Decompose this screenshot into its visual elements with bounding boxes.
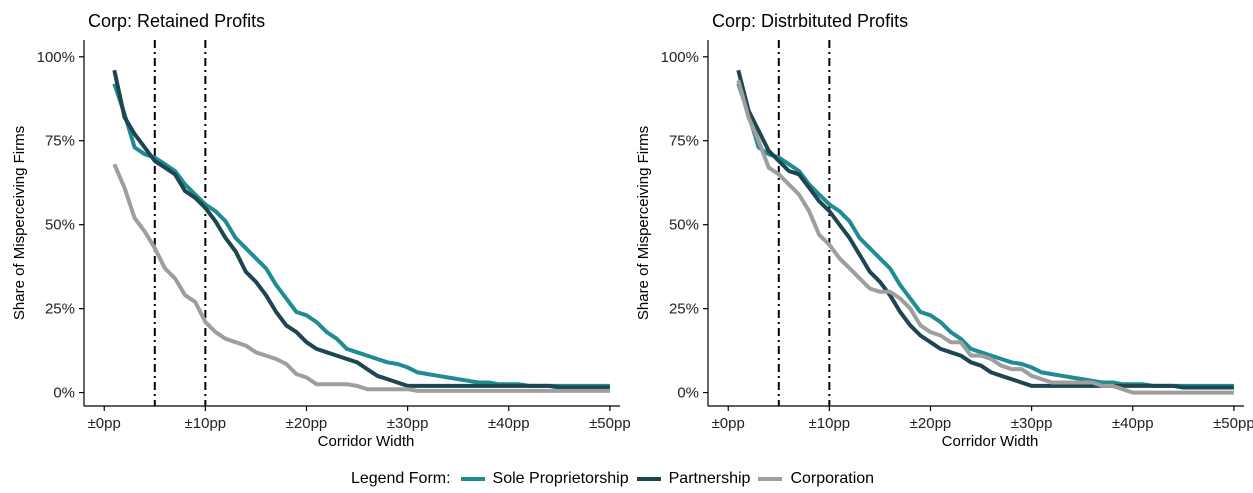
x-tick-label: ±10pp — [185, 415, 227, 432]
y-tick-label: 100% — [37, 49, 75, 66]
legend-title: Legend Form: — [350, 470, 451, 487]
chart-title: Corp: Distrbituted Profits — [712, 11, 908, 31]
chart-canvas: Corp: Retained Profits 0% 25% 50% 75% 100% ±0p… — [11, 11, 1253, 450]
x-tick-label: ±40pp — [1112, 415, 1154, 432]
x-tick-label: ±10pp — [809, 415, 851, 432]
series-line-partnership — [112, 69, 610, 390]
series-line-partnership — [736, 69, 1234, 390]
series-line-sole-proprietorship — [736, 83, 1234, 388]
y-axis-label: Share of Misperceiving Firms — [635, 126, 652, 320]
x-tick-label: ±20pp — [910, 415, 952, 432]
series-line-sole-proprietorship — [112, 83, 610, 388]
x-tick-label: ±30pp — [387, 415, 429, 432]
y-tick-label: 25% — [669, 301, 699, 318]
x-tick-label: ±50pp — [589, 415, 631, 432]
y-tick-label: 75% — [45, 133, 75, 150]
y-axis-label: Share of Misperceiving Firms — [11, 126, 28, 320]
legend-label: Partnership — [668, 470, 751, 487]
series-line-corporation — [112, 163, 610, 393]
legend-item-sole-proprietorship: Sole Proprietorship — [460, 470, 629, 488]
x-tick-label: ±50pp — [1213, 415, 1253, 432]
legend-label: Sole Proprietorship — [492, 470, 629, 487]
x-tick-label: ±0pp — [88, 415, 121, 432]
y-tick-label: 0% — [677, 385, 699, 402]
y-tick-label: 75% — [669, 133, 699, 150]
legend-swatch — [758, 477, 783, 481]
legend-swatch — [460, 477, 485, 481]
x-tick-label: ±30pp — [1011, 415, 1053, 432]
y-tick-label: 50% — [669, 217, 699, 234]
legend-label: Corporation — [790, 470, 875, 487]
y-tick-label: 100% — [661, 49, 699, 66]
legend-swatch — [636, 477, 661, 481]
x-tick-label: ±40pp — [488, 415, 530, 432]
x-axis-label: Corridor Width — [318, 433, 415, 450]
x-tick-label: ±20pp — [286, 415, 328, 432]
y-tick-label: 50% — [45, 217, 75, 234]
legend: Legend Form: Sole Proprietorship Partner… — [0, 470, 1253, 488]
x-axis-label: Corridor Width — [942, 433, 1039, 450]
legend-item-partnership: Partnership — [636, 470, 751, 488]
y-tick-label: 0% — [53, 385, 75, 402]
legend-item-corporation: Corporation — [758, 470, 874, 488]
x-tick-label: ±0pp — [712, 415, 745, 432]
y-tick-label: 25% — [45, 301, 75, 318]
series-line-corporation — [736, 79, 1234, 395]
chart-title: Corp: Retained Profits — [88, 11, 265, 31]
